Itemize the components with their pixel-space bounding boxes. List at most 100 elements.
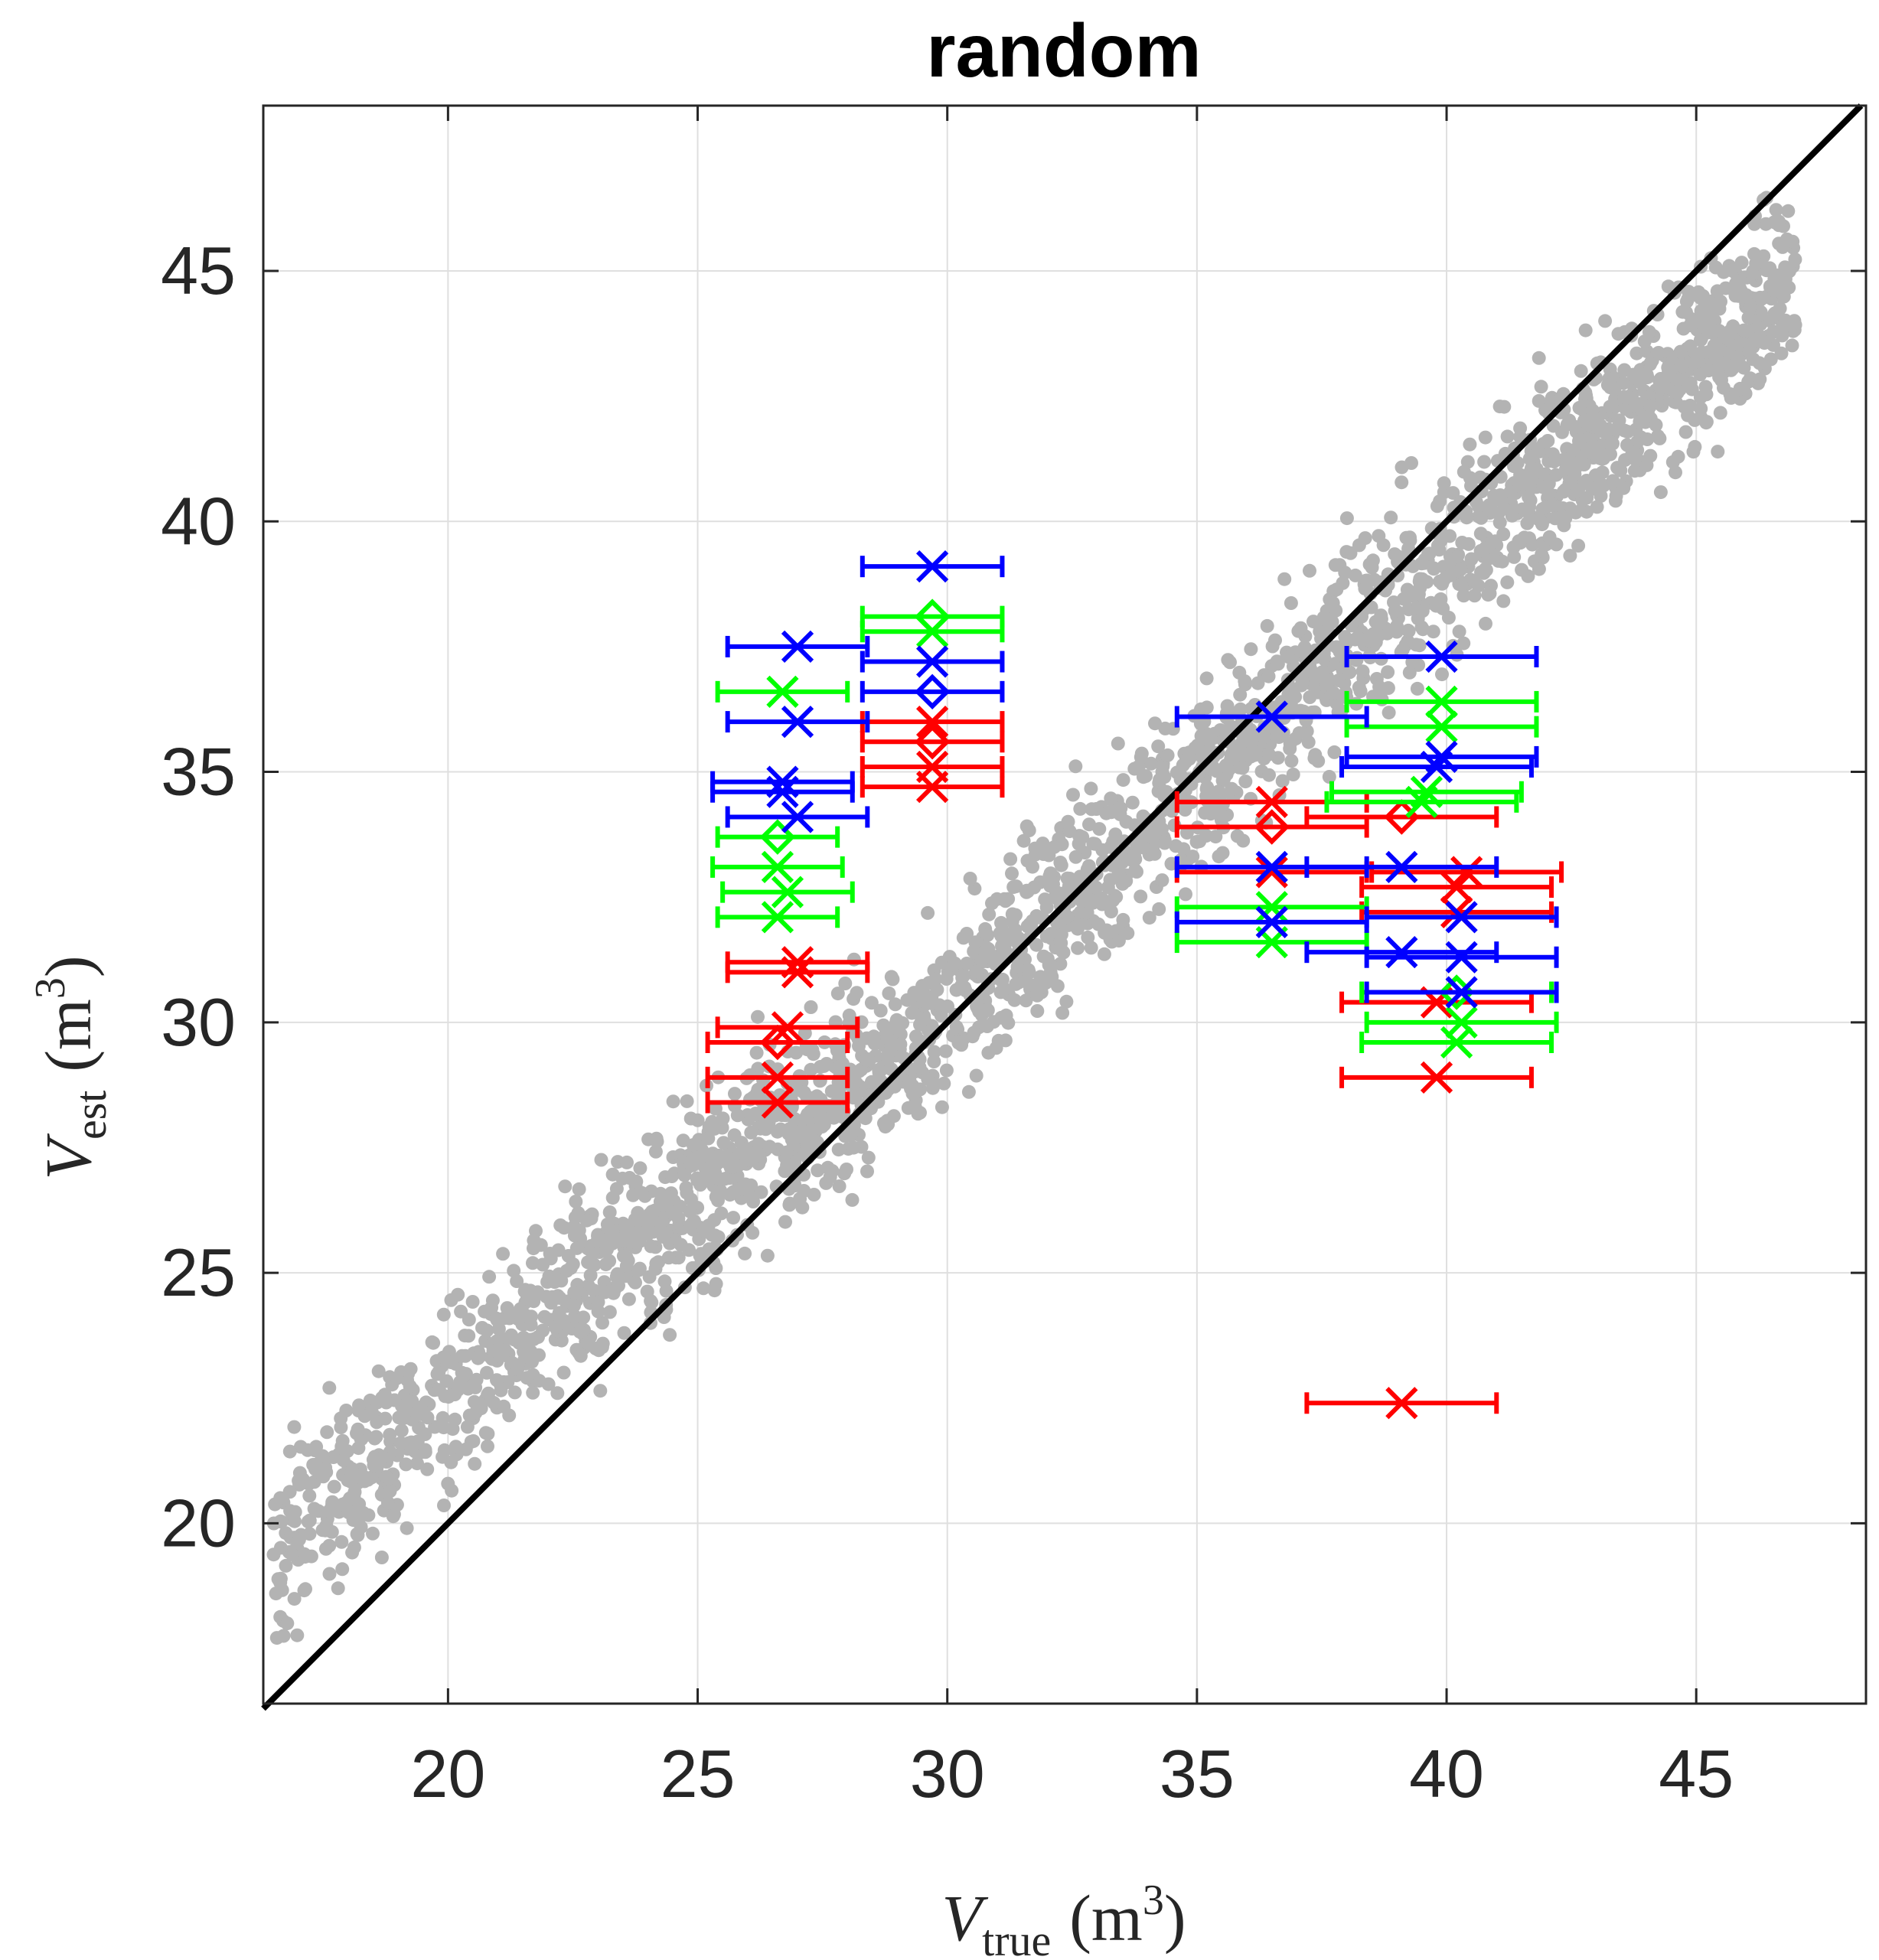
cloud-point [292,1532,306,1547]
y-tick-label: 25 [161,1234,236,1310]
cloud-point [726,1185,740,1200]
cloud-point [1062,824,1077,839]
cloud-point [1262,768,1276,782]
cloud-point [386,1509,400,1524]
diamond-marker [1254,809,1290,845]
cloud-point [1769,203,1783,217]
y-tick-label: 35 [161,734,236,810]
cloud-point [1574,364,1588,378]
cloud-point [279,1558,293,1573]
cloud-point [939,1063,954,1078]
cloud-point [1326,686,1341,700]
cloud-point [916,993,931,1007]
x-marker [761,1061,794,1094]
cloud-point [1478,430,1492,445]
x-marker [761,901,794,934]
cloud-point [788,1155,802,1169]
cloud-point [877,1116,891,1130]
x-marker [1440,1026,1473,1059]
cloud-point [354,1505,368,1518]
cloud-point [1068,850,1083,864]
cloud-point [708,1228,723,1243]
cloud-point [437,1443,452,1457]
cloud-point [379,1469,393,1484]
cloud-point [1127,761,1142,776]
cloud-point [1694,331,1708,346]
cloud-point [432,1365,446,1379]
cloud-point [1275,774,1290,788]
cloud-point [1080,905,1094,920]
cloud-point [1611,327,1626,341]
cloud-point [683,1156,697,1170]
cloud-point [397,1410,412,1425]
cloud-point [1038,892,1052,907]
axes-box [262,104,1868,1705]
cloud-point [905,1006,919,1020]
cloud-point [927,1045,941,1059]
cloud-point [550,1386,565,1401]
cloud-point [485,1293,500,1308]
cloud-point [758,1120,771,1135]
cloud-point [837,1166,852,1181]
cloud-point [1003,852,1018,866]
cloud-point [548,1320,563,1335]
cloud-point [1199,671,1214,686]
cloud-point [701,1131,716,1146]
cloud-point [1401,623,1415,638]
cloud-point [698,1162,713,1176]
cloud-point [741,1112,755,1127]
x-marker [1425,710,1458,743]
cloud-point [1542,530,1557,544]
cloud-point [967,1026,981,1040]
cloud-point [1284,596,1298,610]
cloud-point [1632,366,1646,380]
cloud-point [1760,263,1773,278]
cloud-point [1753,330,1767,344]
cloud-point [820,1057,833,1071]
cloud-point [911,1107,925,1121]
cloud-point [591,1304,605,1319]
cloud-point [631,1263,646,1277]
cloud-point [500,1301,514,1316]
x-marker [1445,901,1478,934]
cloud-point [1639,458,1654,472]
cloud-point [468,1456,482,1471]
cloud-point [1580,442,1594,457]
cloud-point [314,1464,328,1479]
cloud-point [1457,589,1471,603]
cloud-point [1104,791,1118,806]
cloud-point [1649,418,1663,432]
cloud-point [322,1567,337,1581]
cloud-point [744,1125,758,1140]
cloud-point [1399,530,1414,545]
cloud-point [400,1373,414,1388]
cloud-point [1333,644,1347,658]
cloud-point [1111,736,1125,751]
cloud-point [442,1390,455,1404]
cloud-point [466,1434,481,1448]
cloud-point [1678,425,1693,439]
cloud-point [341,1505,356,1520]
cloud-point [629,1174,644,1189]
diamond-marker [914,724,951,760]
cloud-point [619,1259,634,1274]
cloud-point [517,1284,532,1299]
cloud-point [539,1290,553,1304]
cloud-point [707,1283,722,1298]
cloud-point [334,1420,348,1434]
cloud-point [1089,880,1104,895]
cloud-point [644,1239,658,1254]
cloud-point [967,944,981,958]
cloud-point [1686,445,1701,459]
cloud-point [1043,879,1058,893]
cloud-point [511,1362,525,1376]
cloud-point [1532,351,1546,365]
cloud-point [620,1155,634,1169]
cloud-point [1139,769,1153,783]
cloud-point [1223,655,1237,670]
cloud-point [1701,364,1716,378]
cloud-point [1193,716,1208,731]
cloud-point [1022,965,1036,980]
cloud-point [602,1205,617,1219]
cloud-point [928,972,943,987]
